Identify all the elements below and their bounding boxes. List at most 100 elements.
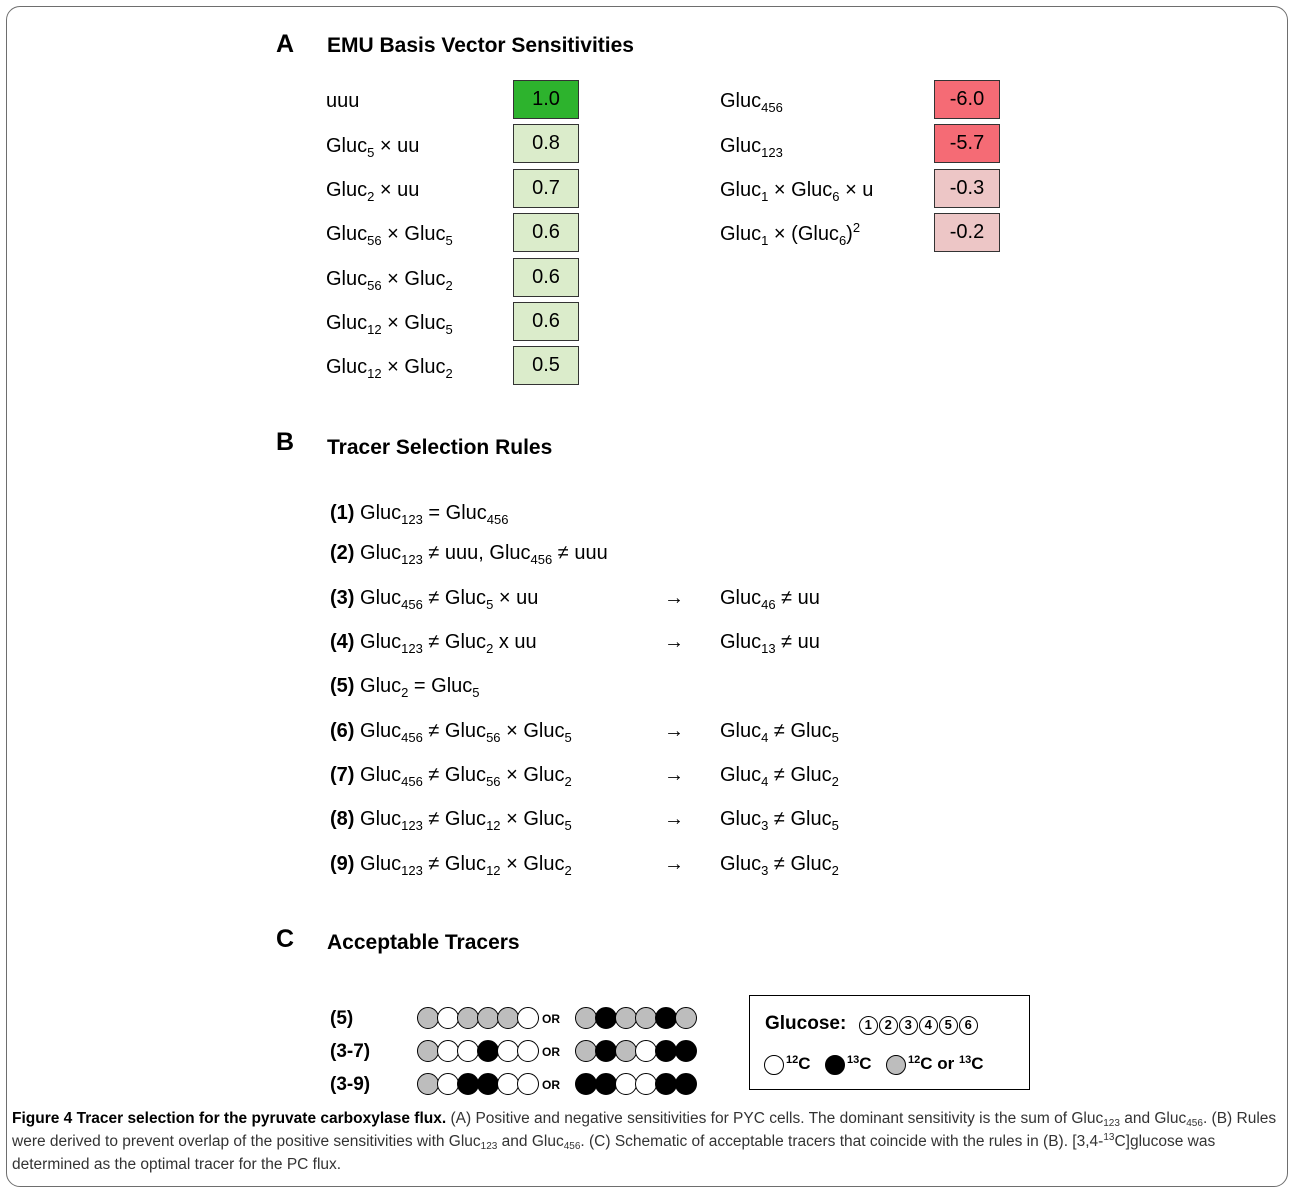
negative-sensitivity-cell: -5.7 [934, 124, 1000, 164]
arrow-icon: → [664, 853, 684, 875]
arrow-icon: → [664, 808, 684, 830]
black-carbon-circle-icon [655, 1040, 677, 1062]
white-carbon-circle-icon [497, 1073, 519, 1095]
positive-sensitivity-cell: 0.6 [513, 257, 579, 297]
gray-carbon-circle-icon [675, 1007, 697, 1029]
emu-label: uuu [326, 90, 360, 112]
black-carbon-circle-icon [655, 1073, 677, 1095]
negative-sensitivity-cell: -6.0 [934, 80, 1000, 119]
legend-item-12c-or-13c: 12C or 13C [885, 1054, 983, 1075]
tracer-row-label: (3-7) [330, 1041, 371, 1062]
emu-label: Gluc56 × Gluc2 [326, 268, 453, 293]
white-carbon-circle-icon [497, 1040, 519, 1062]
legend-title: Glucose: [765, 1013, 847, 1034]
carbon-number-icon: 3 [898, 1016, 918, 1035]
gray-carbon-circle-icon [635, 1007, 657, 1029]
black-carbon-circle-icon [457, 1073, 479, 1095]
black-carbon-circle-icon [575, 1073, 597, 1095]
tracer-right-pattern [575, 1040, 697, 1062]
emu-label: Gluc12 × Gluc5 [326, 312, 453, 337]
section-a-letter: A [276, 30, 295, 58]
white-carbon-circle-icon [517, 1073, 539, 1095]
white-carbon-circle-icon [437, 1040, 459, 1062]
emu-label: Gluc2 × uu [326, 179, 420, 204]
carbon-number-icon: 6 [958, 1016, 978, 1035]
white-circle-icon [764, 1054, 784, 1075]
rule: (5) Gluc2 = Gluc5 [330, 675, 480, 700]
figure-frame [6, 6, 1288, 1187]
emu-label: Gluc123 [720, 135, 783, 160]
rule-result: Gluc46 ≠ uu [720, 587, 820, 612]
tracer-row-label: (3-9) [330, 1074, 371, 1095]
rule-result: Gluc3 ≠ Gluc2 [720, 853, 839, 878]
or-label: OR [542, 1078, 560, 1092]
positive-sensitivity-cell: 0.7 [513, 168, 579, 208]
carbon-number-icon: 4 [918, 1016, 938, 1035]
white-carbon-circle-icon [517, 1007, 539, 1029]
black-carbon-circle-icon [595, 1073, 617, 1095]
rule: (1) Gluc123 = Gluc456 [330, 502, 509, 527]
white-carbon-circle-icon [615, 1073, 637, 1095]
carbon-number-icon: 1 [858, 1016, 878, 1035]
carbon-number-icon: 2 [878, 1016, 898, 1035]
gray-carbon-circle-icon [575, 1040, 597, 1062]
gray-carbon-circle-icon [457, 1007, 479, 1029]
white-carbon-circle-icon [635, 1073, 657, 1095]
black-carbon-circle-icon [595, 1007, 617, 1029]
rule: (6) Gluc456 ≠ Gluc56 × Gluc5 [330, 720, 572, 745]
caption-label: Figure 4 Tracer selection for the pyruva… [12, 1110, 447, 1127]
rule-result: Gluc4 ≠ Gluc5 [720, 720, 839, 745]
tracer-left-pattern [417, 1073, 539, 1095]
tracer-left-pattern [417, 1007, 539, 1029]
legend-items: 12C 13C 12C or 13C [764, 1054, 983, 1075]
white-carbon-circle-icon [457, 1040, 479, 1062]
arrow-icon: → [664, 587, 684, 609]
emu-label: Gluc12 × Gluc2 [326, 356, 453, 381]
black-carbon-circle-icon [675, 1040, 697, 1062]
emu-label: Gluc5 × uu [326, 135, 420, 160]
emu-label: Gluc456 [720, 90, 783, 115]
gray-carbon-circle-icon [615, 1007, 637, 1029]
rule-result: Gluc13 ≠ uu [720, 631, 820, 656]
rule: (2) Gluc123 ≠ uuu, Gluc456 ≠ uuu [330, 542, 608, 567]
section-c-letter: C [276, 925, 295, 953]
emu-label: Gluc1 × Gluc6 × u [720, 179, 874, 204]
positive-sensitivity-cell: 1.0 [513, 80, 579, 119]
figure-caption: Figure 4 Tracer selection for the pyruva… [12, 1110, 1277, 1173]
or-label: OR [542, 1045, 560, 1059]
gray-carbon-circle-icon [417, 1040, 439, 1062]
black-carbon-circle-icon [477, 1040, 499, 1062]
arrow-icon: → [664, 631, 684, 653]
gray-carbon-circle-icon [417, 1073, 439, 1095]
black-circle-icon [824, 1054, 845, 1075]
negative-sensitivity-cell: -0.3 [934, 168, 1000, 208]
tracer-right-pattern [575, 1007, 697, 1029]
section-a-title: EMU Basis Vector Sensitivities [327, 34, 634, 57]
emu-label: Gluc56 × Gluc5 [326, 223, 453, 248]
white-carbon-circle-icon [437, 1007, 459, 1029]
black-carbon-circle-icon [595, 1040, 617, 1062]
tracer-row-label: (5) [330, 1008, 354, 1029]
gray-circle-icon [885, 1054, 906, 1075]
section-b-letter: B [276, 428, 295, 456]
positive-sensitivity-cell: 0.5 [513, 346, 579, 386]
rule: (3) Gluc456 ≠ Gluc5 × uu [330, 587, 539, 612]
tracer-right-pattern [575, 1073, 697, 1095]
black-carbon-circle-icon [655, 1007, 677, 1029]
gray-carbon-circle-icon [575, 1007, 597, 1029]
carbon-number-icon: 5 [938, 1016, 958, 1035]
rule: (4) Gluc123 ≠ Gluc2 x uu [330, 631, 537, 656]
gray-carbon-circle-icon [477, 1007, 499, 1029]
arrow-icon: → [664, 720, 684, 742]
white-carbon-circle-icon [635, 1040, 657, 1062]
rule: (9) Gluc123 ≠ Gluc12 × Gluc2 [330, 853, 572, 878]
white-carbon-circle-icon [517, 1040, 539, 1062]
gray-carbon-circle-icon [615, 1040, 637, 1062]
emu-label: Gluc1 × (Gluc6)2 [720, 220, 861, 248]
legend-item-12c: 12C [764, 1054, 811, 1075]
rule-result: Gluc3 ≠ Gluc5 [720, 808, 839, 833]
gray-carbon-circle-icon [497, 1007, 519, 1029]
